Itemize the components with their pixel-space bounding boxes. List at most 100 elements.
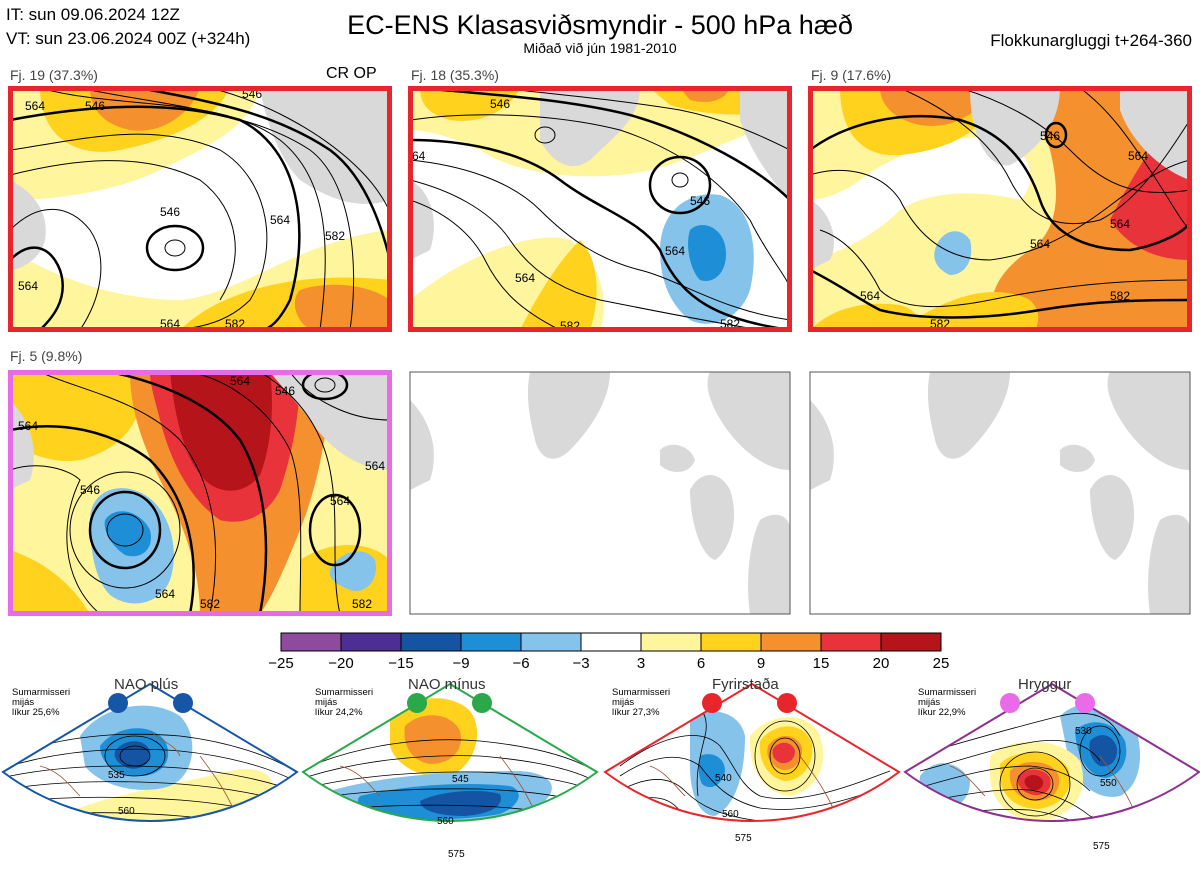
regime-title-blocking: Fyrirstaða <box>712 676 779 693</box>
colorbar-tick-label: 25 <box>932 655 950 672</box>
colorbar-tick-label: −25 <box>268 655 294 672</box>
svg-text:560: 560 <box>437 816 454 827</box>
regime-contour-labels: 535 560 545 560 575 540 560 575 530 550 … <box>108 726 1117 860</box>
svg-text:546: 546 <box>1040 129 1060 143</box>
svg-text:546: 546 <box>80 483 100 497</box>
colorbar-segment <box>580 632 642 652</box>
svg-text:546: 546 <box>242 87 262 101</box>
init-time: IT: sun 09.06.2024 12Z <box>6 5 180 24</box>
map-panel-empty-2 <box>810 372 1190 614</box>
svg-text:564: 564 <box>155 587 175 601</box>
svg-text:564: 564 <box>365 459 385 473</box>
svg-text:564: 564 <box>1030 237 1050 251</box>
svg-text:582: 582 <box>930 317 950 331</box>
svg-text:546: 546 <box>690 194 710 208</box>
regime-dots <box>108 693 1095 713</box>
regime-dot-ridge-2 <box>1075 693 1095 713</box>
panel-1-contour-labels: 564 546 546 546 564 582 564 582 564 <box>18 87 345 331</box>
svg-text:64: 64 <box>412 149 426 163</box>
svg-text:535: 535 <box>108 770 125 781</box>
chart-subtitle: Miðað við jún 1981-2010 <box>523 40 677 56</box>
panel-2-frame <box>408 86 792 332</box>
colorbar-segment <box>880 632 942 652</box>
colorbar-tick-label: −3 <box>572 655 590 672</box>
colorbar-tick-label: 3 <box>636 655 646 672</box>
svg-text:530: 530 <box>1075 726 1092 737</box>
colorbar-tick-label: −9 <box>452 655 470 672</box>
svg-text:582: 582 <box>325 229 345 243</box>
regime-title-nao-plus: NAO plús <box>114 676 179 693</box>
cluster-label-3: Fj. 9 (17.6%) <box>811 67 892 83</box>
colorbar <box>280 632 942 652</box>
valid-time: VT: sun 23.06.2024 00Z (+324h) <box>6 29 251 48</box>
regime-dot-blocking-2 <box>777 693 797 713</box>
svg-text:546: 546 <box>490 97 510 111</box>
svg-text:582: 582 <box>200 597 220 611</box>
chart-title: EC-ENS Klasasviðsmyndir - 500 hPa hæð <box>347 10 853 40</box>
colorbar-tick-label: 6 <box>696 655 706 672</box>
cluster-label-2: Fj. 18 (35.3%) <box>411 67 499 83</box>
regime-map-blocking <box>605 684 899 821</box>
svg-text:582: 582 <box>720 317 740 331</box>
svg-text:582: 582 <box>352 597 372 611</box>
svg-text:564: 564 <box>18 279 38 293</box>
colorbar-segment <box>400 632 462 652</box>
regime-note-nao-minus: Sumarmisseri mijás líkur 24,2% <box>315 687 374 718</box>
map-panel-3: 546 564 564 564 582 564 582 <box>810 88 1190 331</box>
map-panel-empty-1 <box>410 372 790 614</box>
svg-text:582: 582 <box>1110 289 1130 303</box>
svg-text:564: 564 <box>25 99 45 113</box>
svg-text:582: 582 <box>560 319 580 333</box>
regime-edge-blocking <box>603 682 901 822</box>
colorbar-segment <box>340 632 402 652</box>
svg-text:582: 582 <box>225 317 245 331</box>
cluster-maps: 564 546 546 546 564 582 564 582 564 <box>8 86 1192 616</box>
colorbar-tick-label: −15 <box>388 655 414 672</box>
svg-text:575: 575 <box>735 833 752 844</box>
svg-text:540: 540 <box>715 773 732 784</box>
colorbar-segment <box>460 632 522 652</box>
svg-text:560: 560 <box>722 809 739 820</box>
svg-text:575: 575 <box>448 849 465 860</box>
svg-text:564: 564 <box>515 271 535 285</box>
colorbar-tick-label: 9 <box>756 655 766 672</box>
regime-dot-nao-plus-2 <box>173 693 193 713</box>
svg-text:564: 564 <box>1110 217 1130 231</box>
regime-dot-blocking-1 <box>702 693 722 713</box>
map-panel-1: 564 546 546 546 564 582 564 582 564 <box>10 87 390 331</box>
map-panel-4: 564 546 564 546 564 582 564 564 582 <box>10 372 390 614</box>
cluster-members-label: CR OP <box>326 65 377 82</box>
colorbar-tick-label: −6 <box>512 655 530 672</box>
regime-edge-nao-minus <box>301 682 599 822</box>
regime-note-ridge: Sumarmisseri mijás líkur 22,9% <box>918 687 977 718</box>
colorbar-segment <box>520 632 582 652</box>
classification-window: Flokkunargluggi t+264-360 <box>990 31 1192 50</box>
regime-note-nao-plus: Sumarmisseri mijás líkur 25,6% <box>12 687 71 718</box>
regime-dot-nao-minus-1 <box>407 693 427 713</box>
svg-text:575: 575 <box>1093 841 1110 852</box>
panel-3-frame <box>808 86 1192 332</box>
cluster-label-1: Fj. 19 (37.3%) <box>10 67 98 83</box>
panel-2-contour-labels: 64 546 564 564 582 582 546 <box>412 97 740 333</box>
colorbar-segment <box>640 632 702 652</box>
svg-text:564: 564 <box>230 374 250 388</box>
colorbar-segment <box>700 632 762 652</box>
regime-edge-nao-plus <box>1 682 299 822</box>
svg-text:564: 564 <box>665 244 685 258</box>
svg-text:564: 564 <box>18 419 38 433</box>
svg-text:560: 560 <box>118 806 135 817</box>
cluster-label-4: Fj. 5 (9.8%) <box>10 348 83 364</box>
regime-edge-ridge <box>903 682 1200 822</box>
svg-text:546: 546 <box>160 205 180 219</box>
regime-dot-nao-plus-1 <box>108 693 128 713</box>
svg-text:546: 546 <box>85 99 105 113</box>
svg-text:564: 564 <box>1128 149 1148 163</box>
svg-text:564: 564 <box>270 213 290 227</box>
colorbar-tick-label: 20 <box>872 655 890 672</box>
regime-dot-nao-minus-2 <box>472 693 492 713</box>
regime-title-ridge: Hryggur <box>1018 676 1072 693</box>
map-panel-2: 64 546 564 564 582 582 546 <box>410 88 790 333</box>
svg-text:564: 564 <box>860 289 880 303</box>
regime-note-blocking: Sumarmisseri mijás líkur 27,3% <box>612 687 671 718</box>
svg-text:546: 546 <box>275 384 295 398</box>
